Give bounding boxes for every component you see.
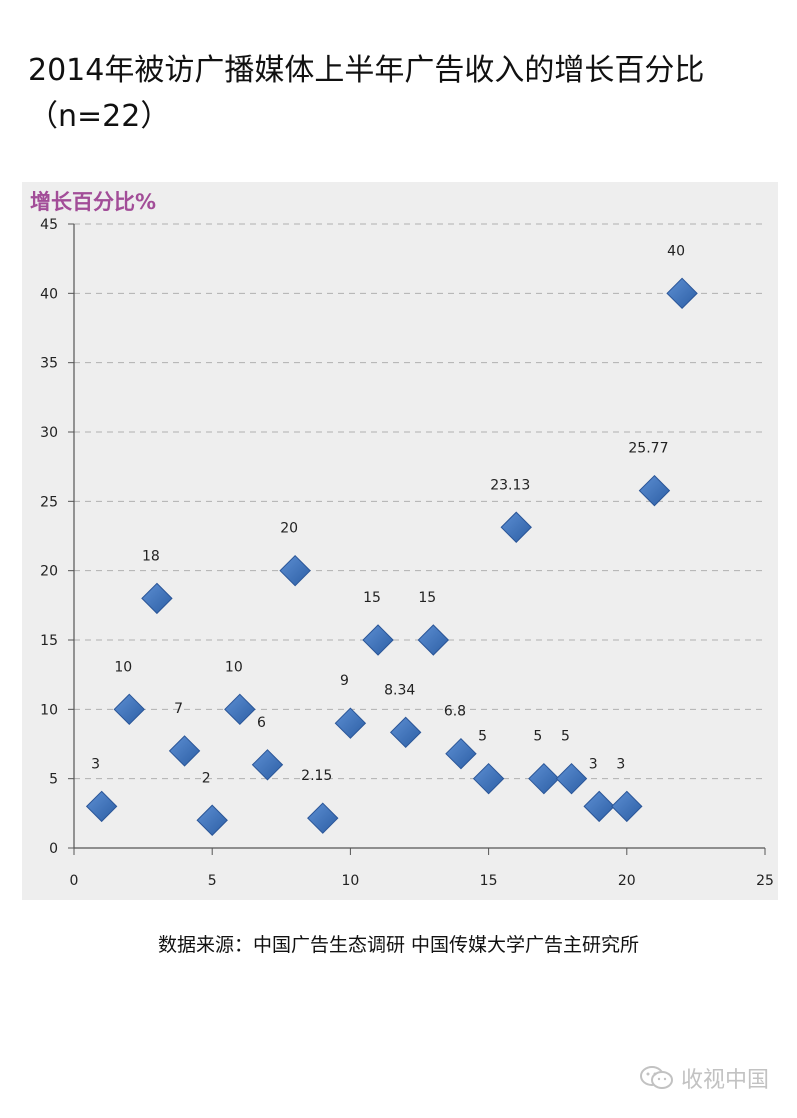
data-label: 6.8 bbox=[444, 704, 466, 720]
data-point bbox=[500, 511, 532, 543]
data-point bbox=[528, 762, 560, 795]
data-point bbox=[251, 749, 284, 781]
data-point bbox=[113, 693, 145, 726]
data-point bbox=[389, 716, 422, 749]
data-label: 2 bbox=[202, 770, 211, 786]
x-tick-label: 5 bbox=[208, 873, 217, 889]
data-points bbox=[85, 277, 698, 836]
y-tick-label: 5 bbox=[49, 772, 58, 788]
data-label: 15 bbox=[418, 590, 436, 606]
data-label: 5 bbox=[561, 729, 570, 745]
y-tick-label: 30 bbox=[40, 425, 58, 441]
data-label: 40 bbox=[667, 243, 685, 259]
source-note: 数据来源：中国广告生态调研 中国传媒大学广告主研究所 bbox=[157, 934, 640, 956]
y-tick-label: 35 bbox=[40, 356, 58, 372]
data-point bbox=[583, 790, 615, 823]
data-label: 5 bbox=[533, 729, 542, 745]
y-tick-label: 10 bbox=[40, 702, 58, 718]
data-point bbox=[638, 474, 671, 507]
y-tick-label: 45 bbox=[40, 217, 58, 233]
data-point bbox=[168, 735, 201, 767]
data-label: 2.15 bbox=[301, 768, 332, 784]
data-point bbox=[85, 790, 118, 823]
x-tick-label: 15 bbox=[480, 873, 498, 889]
y-tick-label: 0 bbox=[49, 841, 58, 857]
data-label: 6 bbox=[257, 715, 266, 731]
x-tick-label: 0 bbox=[70, 873, 79, 889]
data-label: 10 bbox=[114, 659, 132, 675]
data-point bbox=[334, 707, 367, 739]
data-point bbox=[445, 737, 477, 770]
data-label: 23.13 bbox=[490, 477, 530, 493]
data-labels: 3 10 18 7 2 10 6 20 2.15 9 15 8.34 15 6.8 5 23.13 5 5 3 3 25… bbox=[91, 243, 685, 786]
data-label: 9 bbox=[340, 673, 349, 689]
y-axis-label: 增长百分比% bbox=[30, 190, 157, 214]
data-label: 3 bbox=[91, 756, 100, 772]
y-tick-label: 15 bbox=[40, 633, 58, 649]
data-point bbox=[555, 762, 588, 795]
data-point bbox=[472, 762, 505, 795]
y-tick-label: 20 bbox=[40, 564, 58, 580]
data-label: 25.77 bbox=[628, 441, 668, 457]
data-label: 5 bbox=[478, 729, 487, 745]
data-label: 15 bbox=[363, 590, 381, 606]
chart-panel bbox=[22, 182, 778, 900]
data-point bbox=[141, 582, 173, 615]
data-label: 3 bbox=[616, 756, 625, 772]
data-point bbox=[224, 693, 256, 726]
data-point bbox=[279, 554, 311, 587]
watermark: 收视中国 bbox=[639, 1062, 769, 1094]
x-tick-label: 20 bbox=[618, 873, 636, 889]
page-title: 2014年被访广播媒体上半年广告收入的增长百分比（n=22） bbox=[28, 53, 705, 134]
data-label: 18 bbox=[142, 548, 160, 564]
data-point bbox=[196, 804, 228, 836]
data-point bbox=[611, 790, 643, 823]
grid-lines bbox=[74, 223, 765, 780]
data-label: 8.34 bbox=[384, 682, 415, 698]
data-point bbox=[417, 624, 450, 656]
data-point bbox=[666, 277, 698, 310]
data-point bbox=[362, 624, 394, 656]
data-label: 3 bbox=[589, 756, 598, 772]
x-tick-label: 25 bbox=[756, 873, 774, 889]
axes bbox=[68, 223, 766, 855]
x-tick-label: 10 bbox=[341, 873, 359, 889]
data-point bbox=[307, 802, 339, 834]
data-label: 10 bbox=[225, 659, 243, 675]
y-tick-label: 25 bbox=[40, 494, 58, 510]
data-label: 7 bbox=[174, 701, 183, 717]
data-label: 20 bbox=[280, 521, 298, 537]
wechat-icon bbox=[639, 1066, 673, 1089]
watermark-text: 收视中国 bbox=[680, 1068, 769, 1093]
y-tick-label: 40 bbox=[40, 286, 58, 302]
